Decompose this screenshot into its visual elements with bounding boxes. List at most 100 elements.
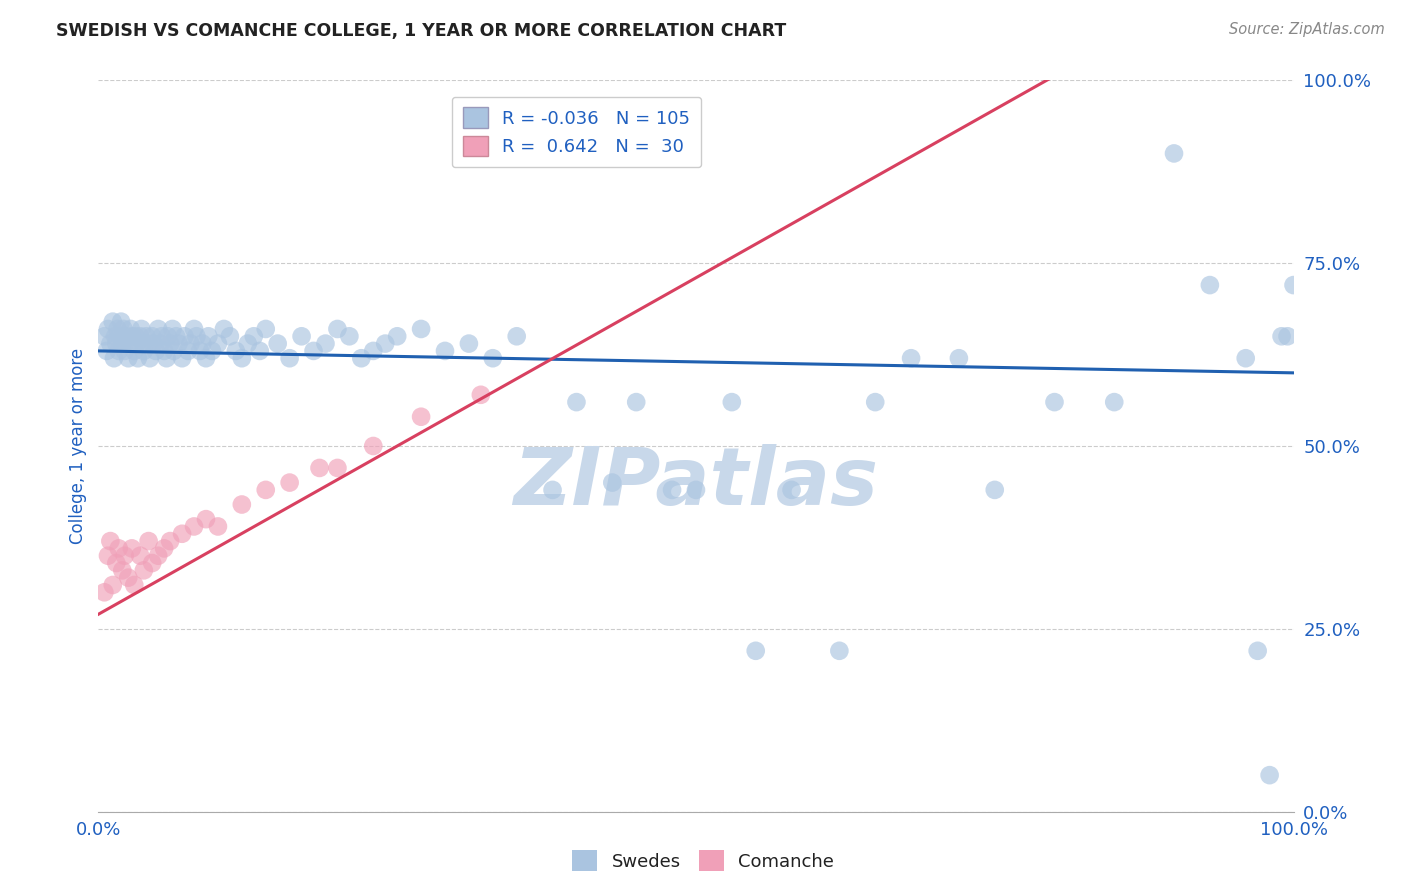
Point bbox=[138, 336, 160, 351]
Point bbox=[111, 336, 134, 351]
Point bbox=[197, 329, 219, 343]
Y-axis label: College, 1 year or more: College, 1 year or more bbox=[69, 348, 87, 544]
Point bbox=[685, 483, 707, 497]
Point bbox=[167, 336, 190, 351]
Point bbox=[661, 483, 683, 497]
Point bbox=[207, 336, 229, 351]
Point bbox=[1258, 768, 1281, 782]
Point bbox=[153, 343, 176, 358]
Point bbox=[101, 578, 124, 592]
Point bbox=[254, 322, 277, 336]
Point bbox=[131, 336, 153, 351]
Point bbox=[541, 483, 564, 497]
Point bbox=[236, 336, 259, 351]
Point bbox=[96, 343, 118, 358]
Point bbox=[150, 329, 173, 343]
Point bbox=[278, 475, 301, 490]
Point bbox=[135, 329, 157, 343]
Point bbox=[363, 343, 385, 358]
Point bbox=[121, 541, 143, 556]
Point bbox=[219, 329, 242, 343]
Point bbox=[148, 322, 170, 336]
Point bbox=[129, 329, 152, 343]
Point bbox=[108, 329, 131, 343]
Point bbox=[780, 483, 803, 497]
Point bbox=[183, 322, 205, 336]
Point bbox=[177, 343, 200, 358]
Point bbox=[481, 351, 505, 366]
Point bbox=[118, 336, 141, 351]
Point bbox=[350, 351, 373, 366]
Point bbox=[231, 351, 253, 366]
Point bbox=[291, 329, 314, 343]
Point bbox=[1199, 278, 1222, 293]
Point bbox=[104, 329, 127, 343]
Point bbox=[745, 644, 768, 658]
Point bbox=[900, 351, 922, 366]
Point bbox=[308, 461, 330, 475]
Point bbox=[602, 475, 624, 490]
Point bbox=[195, 512, 218, 526]
Point bbox=[132, 563, 155, 577]
Point bbox=[139, 351, 162, 366]
Point bbox=[142, 336, 165, 351]
Text: ZIPatlas: ZIPatlas bbox=[513, 443, 879, 522]
Point bbox=[141, 556, 163, 570]
Point bbox=[129, 549, 152, 563]
Point bbox=[326, 322, 349, 336]
Point bbox=[173, 329, 195, 343]
Point bbox=[201, 343, 224, 358]
Point bbox=[1282, 278, 1305, 293]
Point bbox=[315, 336, 337, 351]
Point bbox=[243, 329, 266, 343]
Point bbox=[93, 585, 115, 599]
Point bbox=[165, 329, 187, 343]
Point bbox=[149, 336, 172, 351]
Point bbox=[470, 388, 492, 402]
Point bbox=[105, 336, 128, 351]
Legend: Swedes, Comanche: Swedes, Comanche bbox=[565, 843, 841, 879]
Point bbox=[107, 541, 129, 556]
Point bbox=[138, 534, 160, 549]
Point bbox=[117, 351, 139, 366]
Point bbox=[179, 336, 201, 351]
Point bbox=[141, 329, 163, 343]
Point bbox=[1163, 146, 1185, 161]
Text: SWEDISH VS COMANCHE COLLEGE, 1 YEAR OR MORE CORRELATION CHART: SWEDISH VS COMANCHE COLLEGE, 1 YEAR OR M… bbox=[56, 22, 786, 40]
Point bbox=[948, 351, 970, 366]
Point bbox=[207, 519, 229, 533]
Point bbox=[148, 549, 170, 563]
Point bbox=[97, 322, 120, 336]
Point bbox=[411, 409, 433, 424]
Point bbox=[156, 329, 179, 343]
Point bbox=[721, 395, 744, 409]
Point bbox=[195, 351, 218, 366]
Point bbox=[188, 343, 211, 358]
Point bbox=[278, 351, 301, 366]
Point bbox=[172, 351, 194, 366]
Point bbox=[124, 343, 146, 358]
Point bbox=[374, 336, 396, 351]
Point bbox=[1271, 329, 1294, 343]
Point bbox=[1104, 395, 1126, 409]
Point bbox=[114, 343, 136, 358]
Point bbox=[626, 395, 648, 409]
Point bbox=[225, 343, 247, 358]
Point bbox=[132, 343, 155, 358]
Point bbox=[363, 439, 385, 453]
Point bbox=[101, 315, 124, 329]
Point bbox=[93, 329, 115, 343]
Point bbox=[159, 336, 181, 351]
Point bbox=[162, 322, 184, 336]
Point bbox=[865, 395, 887, 409]
Point bbox=[212, 322, 235, 336]
Point bbox=[155, 351, 177, 366]
Point bbox=[339, 329, 361, 343]
Point bbox=[267, 336, 290, 351]
Point bbox=[163, 343, 186, 358]
Point bbox=[159, 534, 181, 549]
Point bbox=[506, 329, 529, 343]
Point bbox=[249, 343, 271, 358]
Point bbox=[326, 461, 349, 475]
Point bbox=[254, 483, 277, 497]
